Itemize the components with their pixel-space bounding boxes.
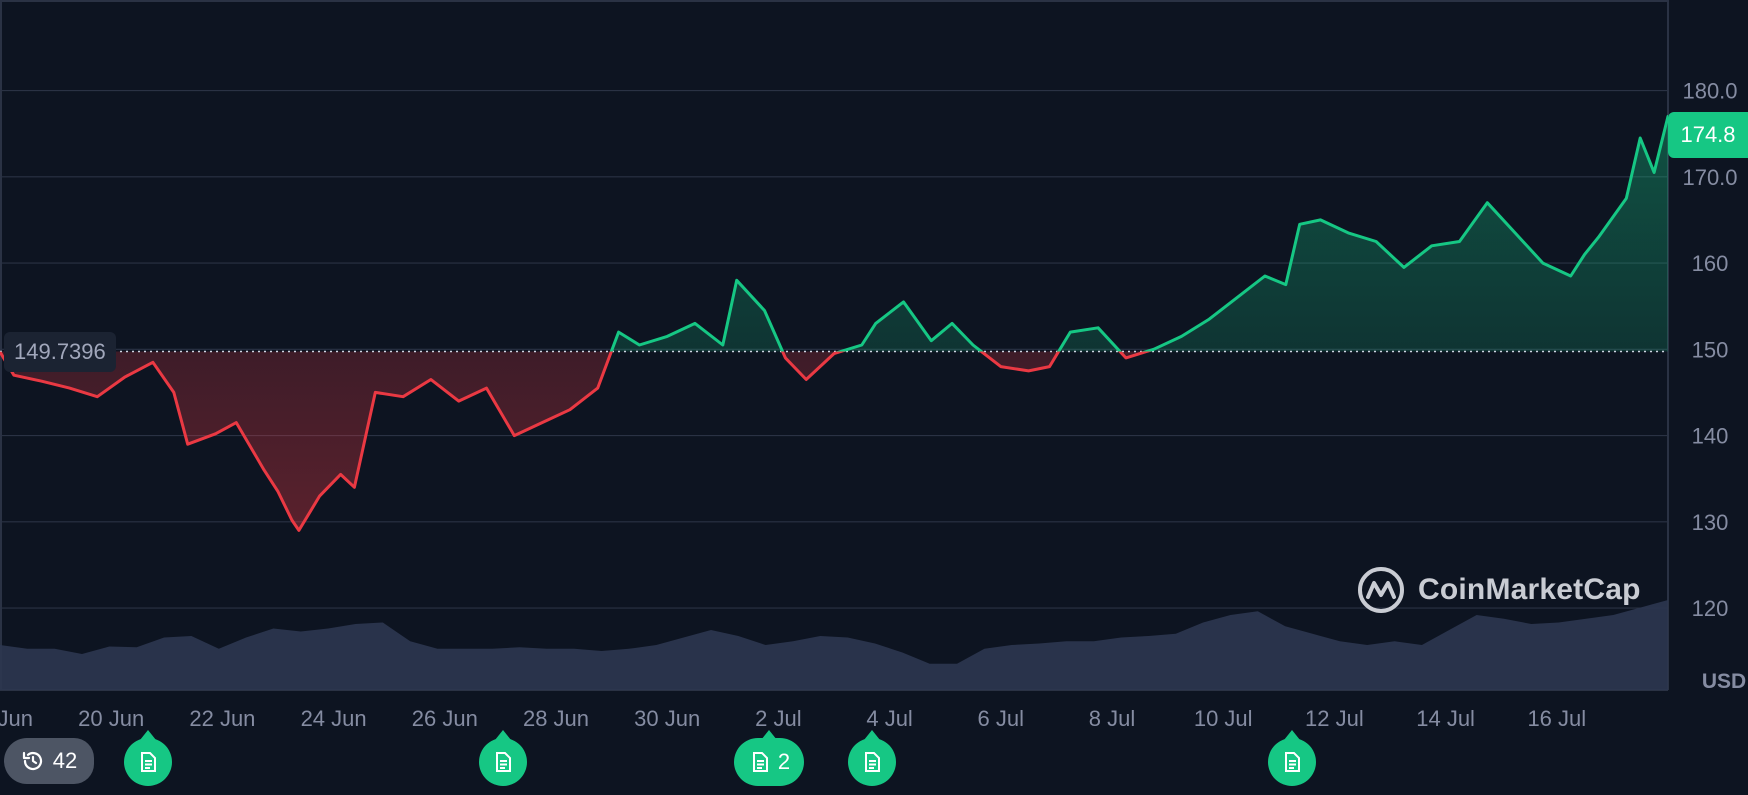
currency-label: USD (1702, 670, 1746, 693)
news-event-pin[interactable] (848, 730, 896, 786)
news-document-icon (1285, 752, 1300, 772)
x-tick-label: 8 Jul (1089, 706, 1135, 731)
price-line-below (0, 351, 1152, 532)
x-tick-label: 6 Jul (978, 706, 1024, 731)
x-tick-label: 26 Jun (412, 706, 478, 731)
coinmarketcap-watermark: CoinMarketCap (1356, 565, 1641, 615)
y-tick-label: 180.0 (1682, 79, 1737, 104)
x-tick-label: 22 Jun (189, 706, 255, 731)
news-document-icon (752, 752, 768, 772)
price-area-above (0, 116, 1668, 352)
y-tick-label: 130 (1692, 510, 1729, 535)
x-tick-label: 10 Jul (1194, 706, 1253, 731)
x-tick-label: 16 Jul (1527, 706, 1586, 731)
x-tick-label: 30 Jun (634, 706, 700, 731)
y-tick-label: 140 (1692, 424, 1729, 449)
y-tick-label: 150 (1692, 337, 1729, 362)
news-document-icon (865, 752, 880, 772)
y-tick-label: 160 (1692, 251, 1729, 276)
x-tick-label: 4 Jul (866, 706, 912, 731)
y-tick-label: 170.0 (1682, 165, 1737, 190)
x-tick-label: 20 Jun (78, 706, 144, 731)
volume-area (0, 600, 1668, 690)
news-document-icon (496, 752, 511, 772)
news-event-group-pin[interactable]: 2 (734, 730, 804, 786)
price-line-above (0, 114, 1668, 352)
news-event-pin[interactable] (479, 730, 527, 786)
price-area-below (0, 351, 1147, 531)
y-tick-label: 120 (1692, 596, 1729, 621)
history-button[interactable]: 42 (4, 738, 94, 784)
history-count: 42 (52, 748, 78, 773)
event-group-count: 2 (777, 749, 791, 774)
news-event-pin[interactable] (124, 730, 172, 786)
x-tick-label: 2 Jul (755, 706, 801, 731)
current-price-tag: 174.8 (1668, 112, 1748, 159)
x-tick-label: 14 Jul (1416, 706, 1475, 731)
watermark-text: CoinMarketCap (1418, 573, 1641, 606)
x-tick-label: 12 Jul (1305, 706, 1364, 731)
x-tick-label: 28 Jun (523, 706, 589, 731)
x-tick-label: 18 Jun (0, 706, 33, 731)
reference-price-label: 149.7396 (4, 331, 116, 372)
coinmarketcap-logo-icon (1358, 567, 1404, 613)
news-document-icon (141, 752, 156, 772)
x-tick-label: 24 Jun (301, 706, 367, 731)
news-event-pin[interactable] (1268, 730, 1316, 786)
history-icon (22, 751, 42, 771)
